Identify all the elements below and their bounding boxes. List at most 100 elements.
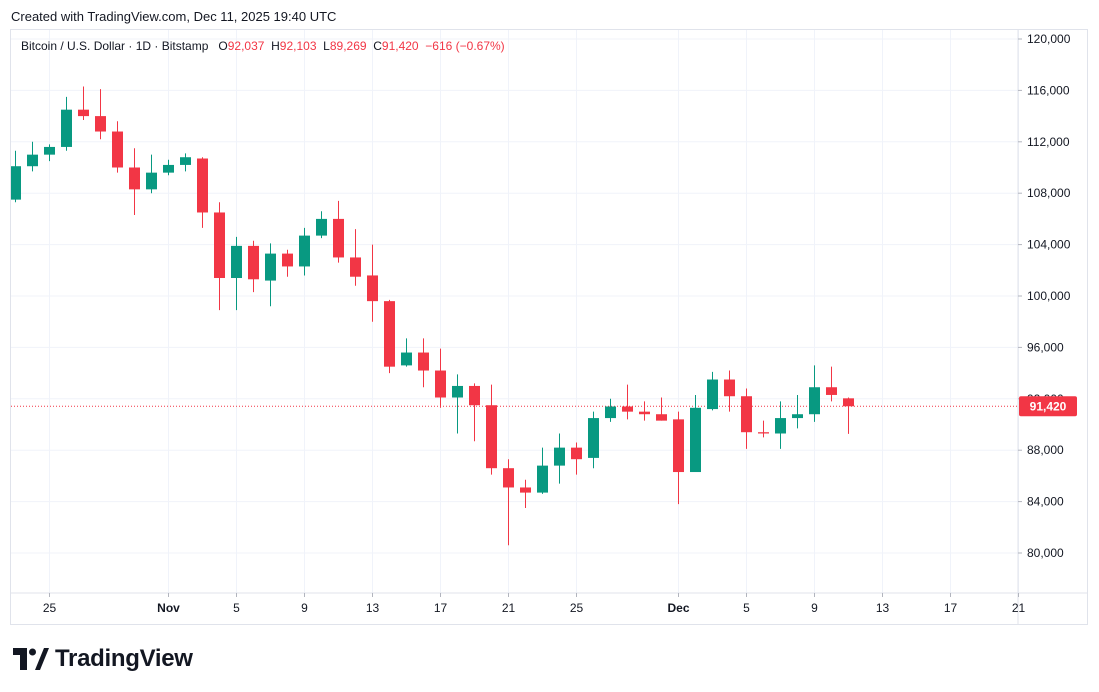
- candle[interactable]: [78, 86, 89, 120]
- candle[interactable]: [554, 433, 565, 484]
- legend-low-value: 89,269: [329, 39, 367, 53]
- candle[interactable]: [826, 366, 837, 402]
- candle[interactable]: [282, 249, 293, 277]
- candle[interactable]: [248, 240, 259, 293]
- candle[interactable]: [469, 383, 480, 442]
- candle-body: [809, 387, 820, 415]
- candle-body: [129, 167, 140, 190]
- candle[interactable]: [384, 299, 395, 374]
- candle-body: [435, 370, 446, 398]
- candle[interactable]: [588, 411, 599, 469]
- candle[interactable]: [27, 141, 38, 172]
- candle[interactable]: [724, 370, 735, 412]
- candle[interactable]: [146, 154, 157, 194]
- candle[interactable]: [656, 397, 667, 421]
- x-tick-label: Dec: [667, 601, 689, 615]
- candle-body: [401, 352, 412, 366]
- candle[interactable]: [673, 411, 684, 505]
- legend-open-value: 92,037: [227, 39, 265, 53]
- candle-body: [95, 116, 106, 132]
- x-tick-label: 5: [743, 601, 750, 615]
- candle-layer: [11, 86, 854, 546]
- candle[interactable]: [129, 148, 140, 216]
- candle-body: [27, 154, 38, 167]
- candle[interactable]: [435, 348, 446, 408]
- candle[interactable]: [44, 144, 55, 162]
- candle[interactable]: [622, 384, 633, 420]
- candle-body: [724, 379, 735, 397]
- candle[interactable]: [112, 121, 123, 173]
- candle-body: [639, 411, 650, 415]
- x-tick-label: 9: [811, 601, 818, 615]
- candle[interactable]: [367, 244, 378, 322]
- candle[interactable]: [605, 398, 616, 422]
- candle[interactable]: [707, 371, 718, 411]
- legend-close-label: C: [373, 39, 382, 53]
- candle[interactable]: [350, 229, 361, 286]
- candle[interactable]: [333, 200, 344, 263]
- candle[interactable]: [639, 401, 650, 421]
- legend-close-value: 91,420: [381, 39, 419, 53]
- candle[interactable]: [452, 374, 463, 434]
- candle-body: [486, 405, 497, 469]
- candle[interactable]: [299, 227, 310, 276]
- time-axis: 25 Nov 5 9 13 17 21 25 Dec 5 9 13 17 21: [43, 593, 1025, 615]
- x-tick-label: 25: [570, 601, 584, 615]
- candle[interactable]: [758, 420, 769, 438]
- candle[interactable]: [11, 150, 21, 203]
- candle-body: [503, 468, 514, 488]
- candle[interactable]: [843, 397, 854, 434]
- candle-body: [316, 218, 327, 236]
- candle-body: [707, 379, 718, 410]
- candle-body: [214, 212, 225, 279]
- candle[interactable]: [316, 211, 327, 239]
- candle[interactable]: [197, 157, 208, 228]
- x-tick-label: 13: [876, 601, 890, 615]
- candlestick-chart[interactable]: 80,00084,00088,00092,00096,000100,000104…: [11, 30, 1087, 624]
- candle-body: [197, 158, 208, 213]
- symbol-legend: Bitcoin / U.S. Dollar · 1D · Bitstamp O9…: [21, 39, 505, 53]
- candle-body: [299, 235, 310, 267]
- candle[interactable]: [809, 365, 820, 422]
- candle-body: [61, 109, 72, 147]
- candle[interactable]: [690, 394, 701, 473]
- tradingview-brand[interactable]: TradingView: [13, 644, 193, 674]
- legend-high-value: 92,103: [279, 39, 317, 53]
- candle[interactable]: [792, 394, 803, 429]
- candle-body: [367, 275, 378, 302]
- candle-body: [690, 407, 701, 473]
- candle-body: [418, 352, 429, 371]
- chart-frame[interactable]: 80,00084,00088,00092,00096,000100,000104…: [10, 29, 1088, 625]
- candle[interactable]: [520, 479, 531, 509]
- candle[interactable]: [180, 153, 191, 172]
- candle[interactable]: [265, 243, 276, 307]
- tradingview-logo-icon: [13, 648, 49, 670]
- y-tick-label: 88,000: [1027, 443, 1064, 457]
- candle[interactable]: [163, 159, 174, 176]
- candle-body: [11, 166, 21, 200]
- y-tick-label: 116,000: [1027, 83, 1070, 97]
- candle[interactable]: [61, 96, 72, 151]
- candle[interactable]: [775, 401, 786, 449]
- candle-body: [826, 387, 837, 395]
- candle[interactable]: [486, 384, 497, 475]
- candle[interactable]: [401, 338, 412, 367]
- candle-body: [112, 131, 123, 168]
- x-tick-label: 5: [233, 601, 240, 615]
- y-tick-label: 96,000: [1027, 340, 1064, 354]
- candle[interactable]: [741, 388, 752, 449]
- candle[interactable]: [503, 459, 514, 546]
- candle-body: [741, 396, 752, 433]
- candle-body: [452, 385, 463, 398]
- candle[interactable]: [537, 447, 548, 494]
- candle[interactable]: [214, 202, 225, 311]
- candle[interactable]: [95, 89, 106, 140]
- x-tick-label: 13: [366, 601, 380, 615]
- candle-body: [605, 406, 616, 419]
- x-tick-label: 17: [434, 601, 448, 615]
- candle[interactable]: [418, 338, 429, 388]
- legend-high-label: H: [271, 39, 280, 53]
- candle[interactable]: [231, 236, 242, 311]
- candle[interactable]: [571, 442, 582, 475]
- price-axis: 80,00084,00088,00092,00096,000100,000104…: [1018, 32, 1071, 560]
